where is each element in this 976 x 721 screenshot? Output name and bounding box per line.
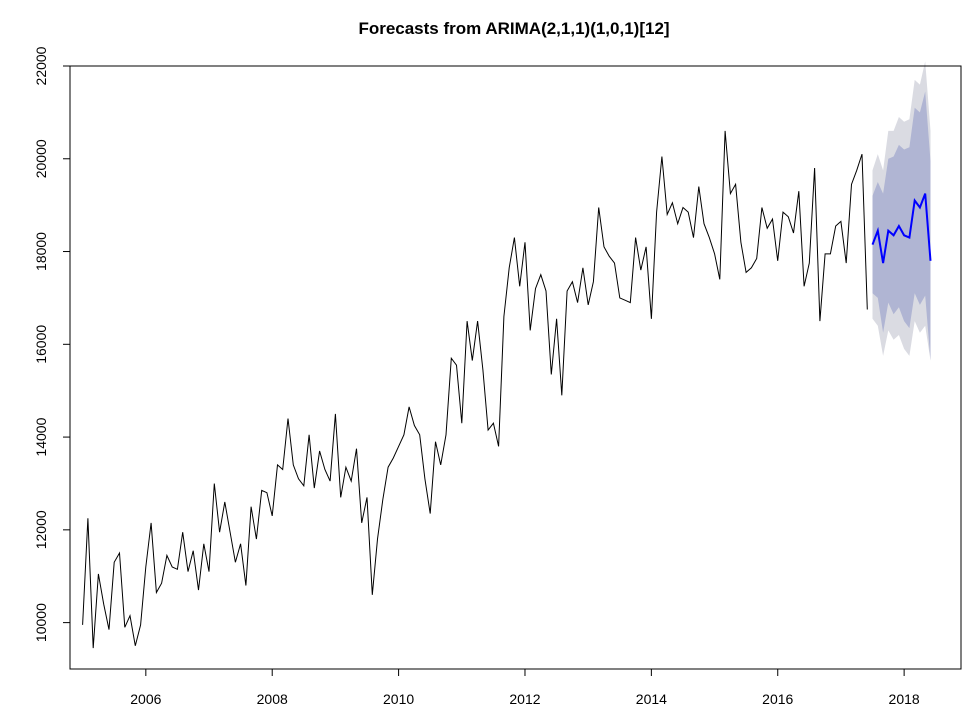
forecast-mean-line	[871, 193, 932, 264]
plot-frame	[69, 65, 962, 670]
observed-series	[82, 130, 868, 649]
x-tick-label: 2008	[257, 691, 288, 707]
y-tick-label: 18000	[33, 232, 49, 271]
y-tick-label: 10000	[33, 603, 49, 642]
x-axis: 2006 2008 2010 2012 2014 2016 2018	[130, 669, 920, 707]
y-tick-label: 22000	[33, 46, 49, 85]
y-axis: 10000 12000 14000 16000 18000 20000 22000	[33, 46, 70, 642]
x-tick-label: 2010	[383, 691, 414, 707]
x-tick-label: 2014	[636, 691, 667, 707]
y-tick-label: 20000	[33, 139, 49, 178]
x-tick-label: 2006	[130, 691, 161, 707]
prediction-intervals	[872, 61, 931, 361]
x-tick-label: 2018	[889, 691, 920, 707]
x-tick-label: 2012	[509, 691, 540, 707]
y-tick-label: 16000	[33, 325, 49, 364]
x-tick-label: 2016	[762, 691, 793, 707]
y-tick-label: 14000	[33, 417, 49, 456]
y-tick-label: 12000	[33, 510, 49, 549]
band-80	[872, 91, 931, 361]
chart-title: Forecasts from ARIMA(2,1,1)(1,0,1)[12]	[358, 19, 669, 38]
observed-line	[82, 130, 868, 649]
forecast-series	[871, 193, 932, 264]
